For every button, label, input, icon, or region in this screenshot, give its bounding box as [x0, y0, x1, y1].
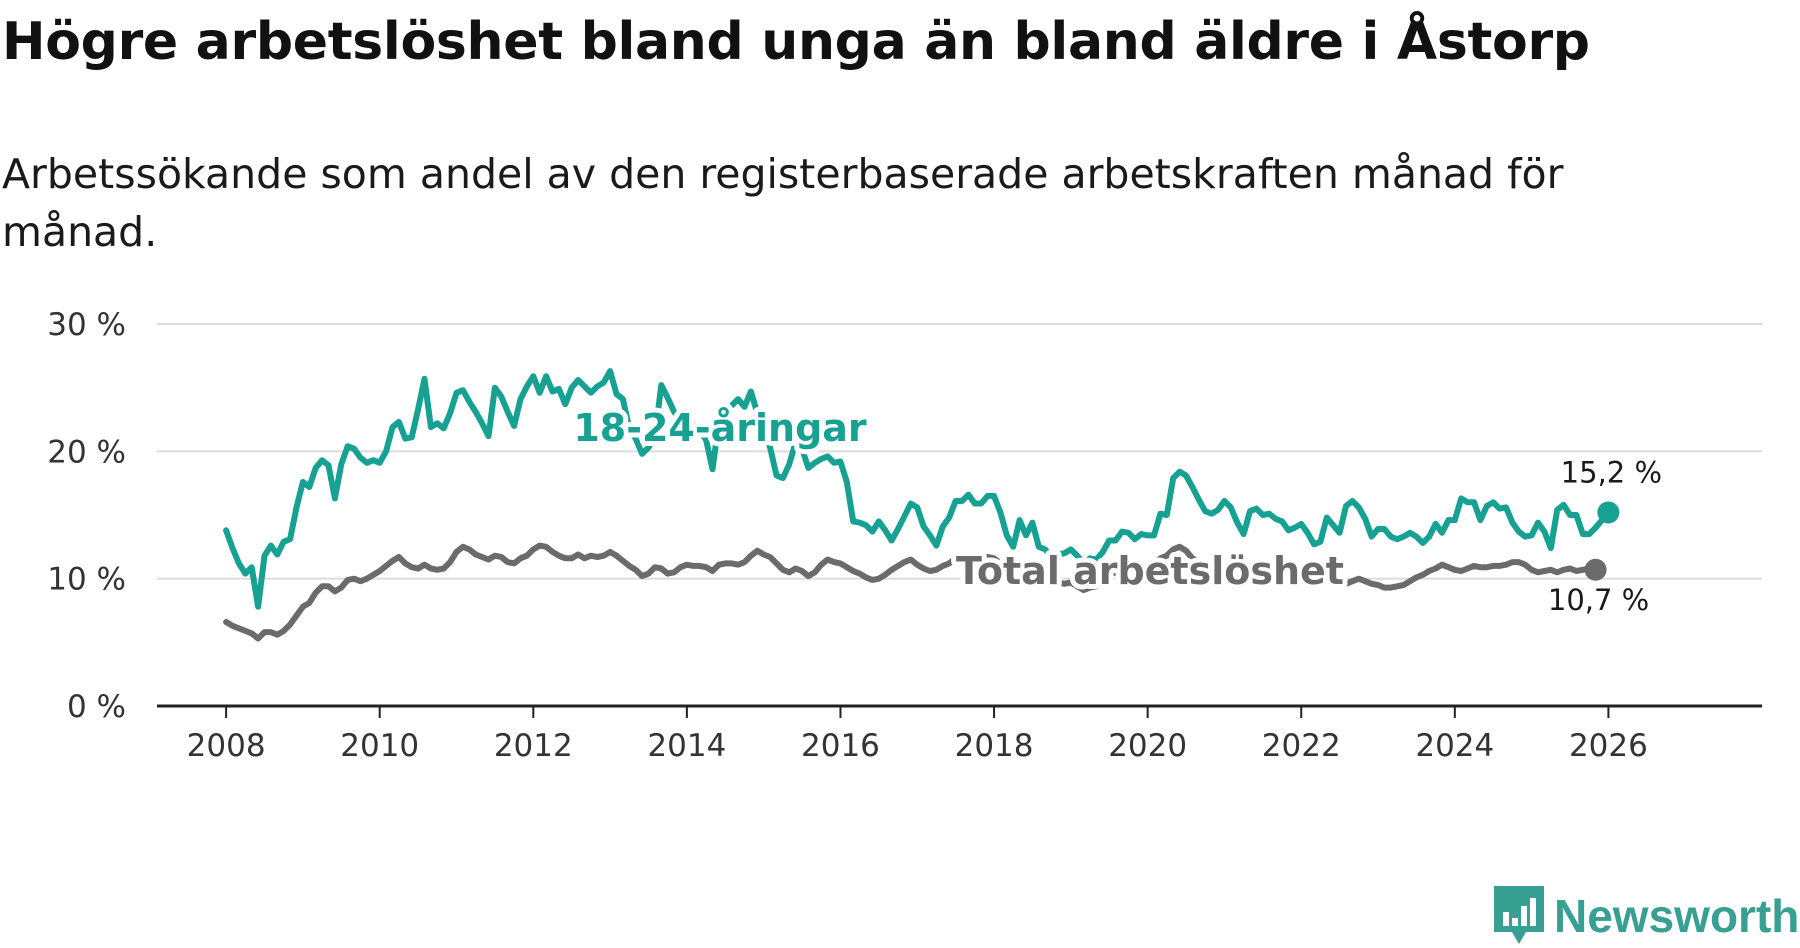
x-axis-ticks: 2008 2010 2012 2014 2016 2018 2020 2022 2024 2026: [187, 706, 1648, 764]
series-end-marker: [1584, 558, 1607, 581]
series-name-label: Total arbetslöshet: [956, 549, 1344, 593]
newsworthy-logo: Newsworthy: [1494, 886, 1800, 946]
series-line-total: [223, 542, 1599, 642]
series-end-label: 15,2 %: [1561, 455, 1662, 489]
x-tick-label: 2024: [1415, 728, 1494, 764]
series-labels: 15,2 % 10,7 % 18-24-åringar Total arbetslös…: [568, 401, 1662, 617]
x-tick-label: 2014: [647, 728, 726, 764]
x-tick-label: 2016: [801, 728, 880, 764]
series-line-youth: [223, 368, 1612, 610]
x-tick-label: 2008: [187, 728, 266, 764]
y-tick-label: 30 %: [47, 307, 126, 343]
y-tick-label: 20 %: [47, 434, 126, 470]
x-tick-label: 2010: [340, 728, 419, 764]
chart-subtitle: Arbetssökande som andel av den registerb…: [2, 150, 1564, 256]
newsworthy-icon: [1494, 886, 1544, 944]
grid-lines: [157, 323, 1762, 580]
series-lines: [223, 368, 1620, 642]
x-tick-label: 2026: [1569, 728, 1648, 764]
y-tick-label: 10 %: [47, 562, 126, 598]
x-tick-label: 2022: [1262, 728, 1341, 764]
x-tick-label: 2018: [955, 728, 1034, 764]
x-tick-label: 2020: [1108, 728, 1187, 764]
series-end-marker: [1597, 501, 1620, 524]
chart-title: Högre arbetslöshet bland unga än bland ä…: [2, 12, 1590, 72]
y-axis-tick-labels: 0 % 10 % 20 % 30 %: [47, 307, 126, 725]
series-end-label: 10,7 %: [1548, 583, 1649, 617]
x-tick-label: 2012: [494, 728, 573, 764]
brand-name: Newsworthy: [1554, 890, 1800, 942]
y-tick-label: 0 %: [67, 689, 126, 725]
series-name-label: 18-24-åringar: [573, 406, 867, 450]
